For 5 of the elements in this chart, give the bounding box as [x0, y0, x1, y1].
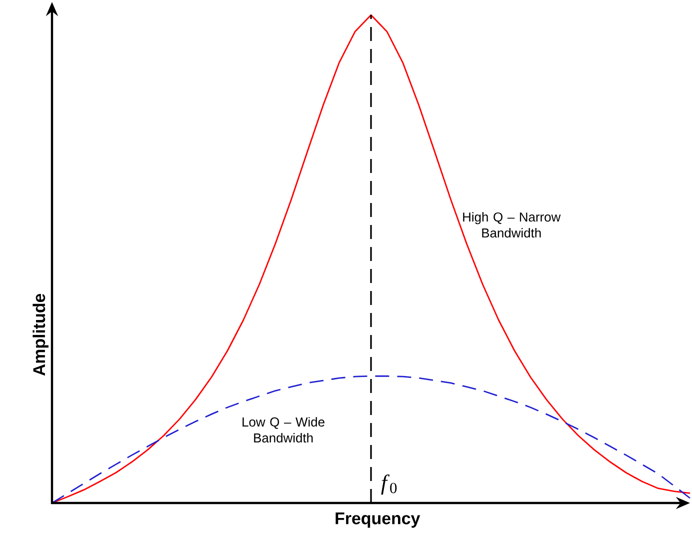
annotation: f$_{0}$	[381, 474, 397, 495]
annotation: Low Q – Wide Bandwidth	[242, 417, 324, 443]
annotation: High Q – Narrow Bandwidth	[463, 212, 561, 238]
y-axis-title: Amplitude	[32, 294, 48, 376]
x-axis-title: Frequency	[336, 512, 420, 528]
